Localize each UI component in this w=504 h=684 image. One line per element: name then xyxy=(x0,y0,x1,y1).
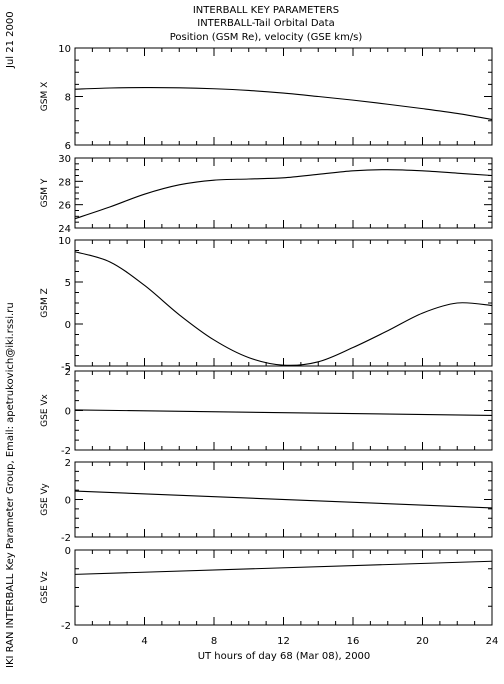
x-tick-label: 4 xyxy=(141,636,147,647)
panel-gse-vx: -2 0 2 GSE Vx xyxy=(40,367,493,457)
series-line xyxy=(74,409,493,416)
x-tick-label: 24 xyxy=(486,636,499,647)
y-tick-label: -2 xyxy=(61,533,71,544)
panel-frame xyxy=(74,157,493,229)
x-tick-label: 16 xyxy=(347,636,360,647)
panel-frame xyxy=(74,47,493,146)
panel-gsm-z: -5 0 5 10 GSM Z xyxy=(40,236,493,373)
panel-gsm-x: 6 8 10 GSM X xyxy=(40,44,493,152)
y-tick-label: 30 xyxy=(58,154,71,165)
series-line xyxy=(74,86,493,121)
y-tick-label: 2 xyxy=(65,367,71,378)
x-axis-label: UT hours of day 68 (Mar 08), 2000 xyxy=(198,651,371,662)
series-line xyxy=(74,251,493,366)
y-tick-label: -5 xyxy=(61,362,71,373)
x-tick-label: 8 xyxy=(211,636,217,647)
x-tick-label: 20 xyxy=(416,636,429,647)
y-tick-label: -2 xyxy=(61,621,71,632)
panel-frame xyxy=(74,239,493,367)
side-credit-label: IKI RAN INTERBALL Key Parameter Group, E… xyxy=(5,302,16,668)
y-tick-label: 2 xyxy=(65,458,71,469)
y-tick-label: -2 xyxy=(61,446,71,457)
y-tick-label: 6 xyxy=(65,141,71,152)
title-line-1: INTERBALL KEY PARAMETERS xyxy=(193,5,339,16)
y-tick-label: 8 xyxy=(65,93,71,104)
y-axis-label: GSM Z xyxy=(40,288,50,317)
y-tick-label: 0 xyxy=(65,320,71,331)
panel-gse-vz: -2 0 GSE Vz xyxy=(40,546,493,632)
y-axis-label: GSE Vy xyxy=(40,483,50,516)
y-axis-label: GSM X xyxy=(40,82,50,111)
y-axis-label: GSM Y xyxy=(40,178,50,207)
panel-frame xyxy=(74,549,493,626)
series-line xyxy=(74,560,493,575)
x-tick-label: 0 xyxy=(72,636,78,647)
series-line xyxy=(74,169,493,220)
y-tick-label: 28 xyxy=(58,177,71,188)
y-tick-label: 10 xyxy=(58,44,71,55)
y-tick-label: 5 xyxy=(65,278,71,289)
y-tick-label: 26 xyxy=(58,201,71,212)
x-tick-label: 12 xyxy=(277,636,290,647)
y-tick-label: 0 xyxy=(65,496,71,507)
panel-gse-vy: -2 0 2 GSE Vy xyxy=(40,458,493,544)
series-line xyxy=(74,490,493,509)
title-line-3: Position (GSM Re), velocity (GSE km/s) xyxy=(170,32,363,43)
y-tick-label: 0 xyxy=(65,546,71,557)
y-axis-label: GSE Vz xyxy=(40,571,50,603)
side-date-label: Jul 21 2000 xyxy=(5,11,16,69)
y-tick-label: 0 xyxy=(65,407,71,418)
y-tick-label: 24 xyxy=(58,224,71,235)
panel-gsm-y: 24 26 28 30 GSM Y xyxy=(40,154,493,235)
y-tick-label: 10 xyxy=(58,236,71,247)
title-line-2: INTERBALL-Tail Orbital Data xyxy=(197,18,334,29)
y-axis-label: GSE Vx xyxy=(40,393,50,426)
